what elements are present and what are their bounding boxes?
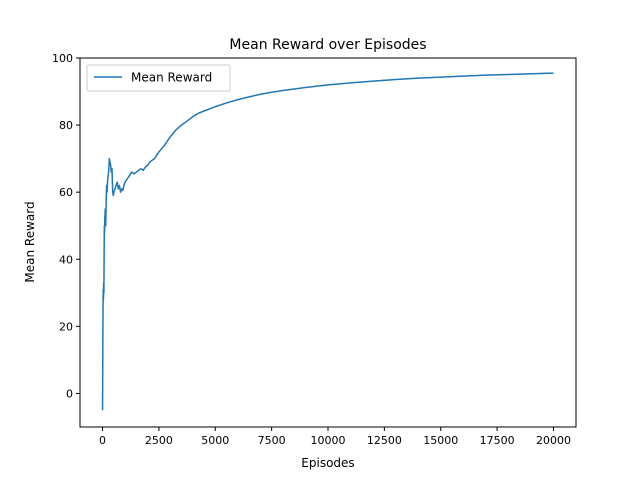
x-tick-label: 7500 bbox=[258, 434, 286, 447]
y-tick-label: 80 bbox=[59, 119, 73, 132]
x-tick-label: 12500 bbox=[367, 434, 402, 447]
series-layer bbox=[101, 72, 554, 411]
legend-label: Mean Reward bbox=[131, 71, 212, 85]
y-tick-label: 20 bbox=[59, 320, 73, 333]
x-tick-label: 0 bbox=[99, 434, 106, 447]
legend-box bbox=[86, 64, 231, 92]
chart-title: Mean Reward over Episodes bbox=[229, 37, 426, 53]
y-tick-label: 60 bbox=[59, 186, 73, 199]
x-tick-label: 5000 bbox=[201, 434, 229, 447]
x-axis-label: Episodes bbox=[301, 456, 354, 470]
series-line-0 bbox=[101, 72, 554, 411]
legend: Mean Reward bbox=[86, 64, 231, 92]
y-tick-label: 100 bbox=[52, 52, 73, 65]
x-tick-label: 17500 bbox=[480, 434, 515, 447]
y-tick-label: 0 bbox=[66, 387, 73, 400]
y-axis-label: Mean Reward bbox=[23, 201, 37, 282]
x-tick-label: 15000 bbox=[423, 434, 458, 447]
x-tick-label: 10000 bbox=[311, 434, 346, 447]
x-tick-label: 20000 bbox=[536, 434, 571, 447]
x-axis-ticks: 0 2500 5000 7500 10000 12500 15000 17500 20000 bbox=[99, 427, 571, 447]
y-axis-ticks: 0 20 40 60 80 100 bbox=[52, 52, 80, 400]
x-tick-label: 2500 bbox=[145, 434, 173, 447]
y-tick-label: 40 bbox=[59, 253, 73, 266]
